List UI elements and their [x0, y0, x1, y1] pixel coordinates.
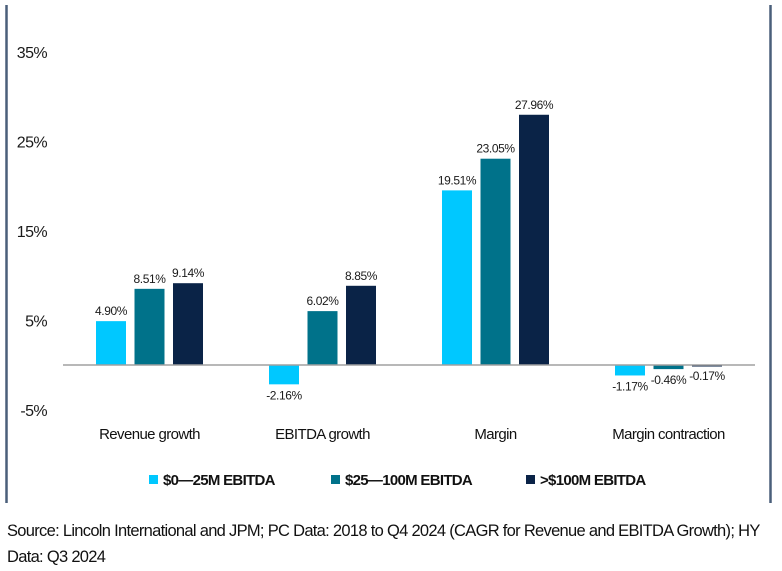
bar-chart: 35% 25% 15% 5% -5% 4.90% 8.51% 9.14% -2.16% 6.02…: [5, 5, 772, 503]
bar-2-0: [442, 190, 472, 365]
data-label: 9.14%: [172, 266, 205, 280]
legend-item: >$100M EBITDA: [526, 472, 647, 489]
data-label: -0.46%: [651, 373, 687, 387]
bar-3-1: [653, 365, 684, 370]
data-label: 4.90%: [95, 304, 128, 318]
data-label: 8.51%: [133, 272, 166, 286]
legend-label: >$100M EBITDA: [540, 472, 646, 489]
legend-label: $0—25M EBITDA: [163, 472, 276, 489]
bar-3-2: [692, 365, 722, 367]
data-label: -0.17%: [689, 369, 725, 383]
bar-1-0: [269, 365, 299, 385]
legend-swatch-icon: [526, 475, 535, 484]
chart-frame: 35% 25% 15% 5% -5% 4.90% 8.51% 9.14% -2.16% 6.02…: [5, 5, 772, 503]
category-label: Margin: [474, 426, 517, 443]
y-tick-label: -5%: [20, 403, 47, 420]
category-label: Revenue growth: [99, 426, 200, 443]
data-labels: 4.90% 8.51% 9.14% -2.16% 6.02% 8.85% 19.51% 23.…: [95, 98, 726, 403]
bar-1-2: [346, 285, 376, 365]
legend-label: $25—100M EBITDA: [345, 472, 473, 489]
bars: [96, 114, 722, 385]
bar-3-0: [615, 365, 645, 376]
y-tick-label: 35%: [17, 45, 48, 62]
bar-0-2: [173, 283, 203, 365]
legend: $0—25M EBITDA $25—100M EBITDA >$100M EBITD…: [149, 472, 647, 489]
bar-2-1: [480, 158, 511, 365]
data-label: 6.02%: [306, 294, 339, 308]
category-label: EBITDA growth: [275, 426, 370, 443]
source-note: Source: Lincoln International and JPM; P…: [7, 522, 760, 566]
legend-item: $25—100M EBITDA: [331, 472, 474, 489]
bar-0-1: [134, 288, 165, 365]
y-axis: 35% 25% 15% 5% -5%: [17, 45, 48, 420]
x-axis: Revenue growth EBITDA growth Margin Margin …: [99, 426, 726, 443]
y-tick-label: 5%: [25, 313, 47, 330]
y-tick-label: 25%: [17, 134, 48, 151]
data-label: -1.17%: [612, 379, 648, 393]
y-tick-label: 15%: [17, 224, 48, 241]
bar-2-2: [519, 114, 549, 366]
category-label: Margin contraction: [612, 426, 725, 443]
bar-0-0: [96, 321, 126, 365]
data-label: 23.05%: [476, 142, 515, 156]
data-label: 27.96%: [515, 98, 554, 112]
legend-swatch-icon: [331, 475, 340, 484]
legend-item: $0—25M EBITDA: [149, 472, 276, 489]
data-label: 19.51%: [438, 173, 477, 187]
data-label: -2.16%: [266, 388, 302, 402]
legend-swatch-icon: [149, 475, 158, 484]
data-label: 8.85%: [345, 269, 378, 283]
bar-1-1: [307, 311, 338, 365]
